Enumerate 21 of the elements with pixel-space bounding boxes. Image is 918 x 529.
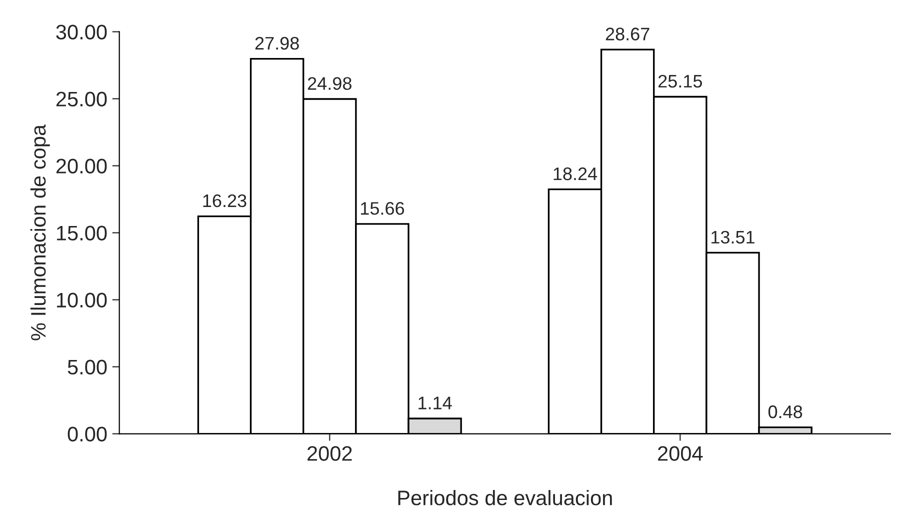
data-label: 18.24 (554, 167, 598, 180)
x-tick-label: 2002 (308, 446, 352, 461)
data-label: 15.66 (361, 202, 404, 215)
x-tick-label: 2004 (658, 446, 703, 461)
data-label: 28.67 (606, 28, 650, 40)
y-tick-label: 20.00 (56, 158, 107, 174)
data-label: 0.48 (768, 405, 802, 418)
data-label: 16.23 (203, 194, 246, 208)
data-label: 25.15 (658, 74, 702, 88)
y-axis-title: % Ilumonacion de copa (30, 124, 50, 340)
y-tick-label: 25.00 (56, 92, 107, 106)
y-tick-label: 30.00 (56, 24, 107, 40)
y-tick-label: 10.00 (56, 292, 107, 308)
x-axis-title: Periodos de evaluacion (398, 490, 612, 506)
data-label: 1.14 (418, 396, 452, 410)
data-label: 27.98 (255, 36, 299, 50)
y-tick-label: 5.00 (68, 360, 107, 375)
y-tick-label: 15.00 (56, 226, 107, 241)
data-label: 13.51 (712, 230, 754, 244)
data-label: 24.98 (308, 77, 352, 90)
y-tick-label: 0.00 (68, 426, 107, 442)
